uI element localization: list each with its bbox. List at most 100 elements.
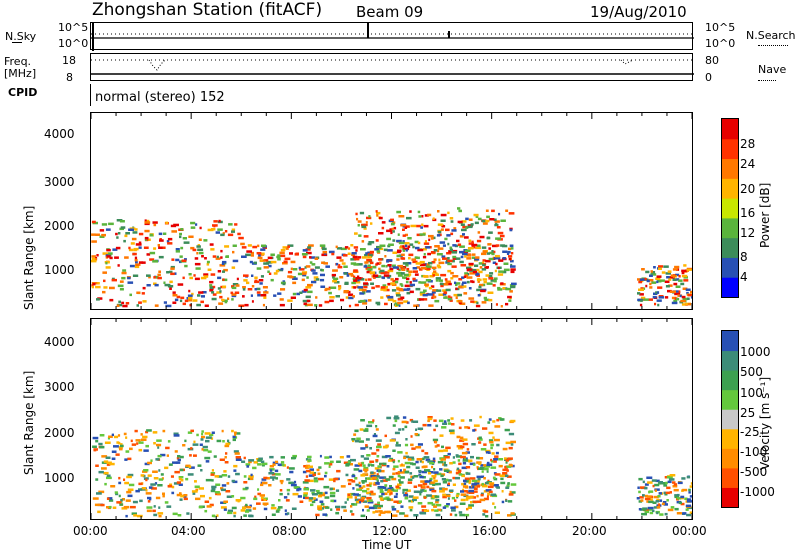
echo-cell xyxy=(438,293,445,296)
echo-cell xyxy=(384,434,387,438)
echo-cell xyxy=(690,296,696,299)
echo-cell xyxy=(394,415,399,418)
echo-cell xyxy=(355,281,361,284)
echo-cell xyxy=(402,491,405,494)
echo-cell xyxy=(499,234,505,238)
echo-cell xyxy=(253,261,257,265)
echo-cell xyxy=(378,495,383,498)
echo-cell xyxy=(486,282,493,285)
echo-cell xyxy=(125,450,130,453)
echo-cell xyxy=(377,465,382,468)
echo-cell xyxy=(498,212,501,216)
echo-cell xyxy=(290,483,297,487)
echo-cell xyxy=(412,496,419,499)
echo-cell xyxy=(398,268,401,272)
echo-cell xyxy=(449,431,455,435)
echo-cell xyxy=(440,213,447,217)
echo-cell xyxy=(138,482,143,486)
echo-cell xyxy=(403,273,409,277)
echo-cell xyxy=(417,490,423,494)
echo-cell xyxy=(128,228,134,231)
echo-cell xyxy=(166,271,170,274)
echo-cell xyxy=(456,467,460,471)
echo-cell xyxy=(392,266,399,269)
echo-cell xyxy=(137,514,143,518)
echo-cell xyxy=(419,263,426,267)
echo-cell xyxy=(347,461,352,464)
echo-cell xyxy=(230,291,234,295)
echo-cell xyxy=(347,247,351,250)
echo-cell xyxy=(279,479,284,483)
echo-cell xyxy=(638,490,641,494)
power-cbar-tick-24: 24 xyxy=(740,157,756,171)
echo-cell xyxy=(308,497,314,500)
echo-cell xyxy=(392,251,398,254)
echo-cell xyxy=(156,443,162,447)
echo-cell xyxy=(357,220,362,223)
echo-cell xyxy=(503,474,509,478)
echo-cell xyxy=(250,251,254,255)
echo-cell xyxy=(638,288,644,291)
echo-cell xyxy=(419,291,426,294)
echo-cell xyxy=(451,423,455,426)
echo-cell xyxy=(227,233,234,237)
echo-cell xyxy=(498,256,501,260)
echo-cell xyxy=(462,281,467,284)
echo-cell xyxy=(674,495,679,499)
echo-cell xyxy=(365,290,371,293)
velocity-colorbar xyxy=(721,330,739,508)
echo-cell xyxy=(436,289,442,292)
echo-cell xyxy=(95,285,101,289)
echo-cell xyxy=(147,500,151,503)
echo-cell xyxy=(356,500,360,504)
echo-cell xyxy=(675,278,680,281)
echo-cell xyxy=(204,500,210,503)
echo-cell xyxy=(224,444,230,448)
echo-cell xyxy=(361,461,365,465)
echo-cell xyxy=(412,277,416,281)
echo-cell xyxy=(435,513,441,517)
echo-cell xyxy=(468,297,475,300)
echo-cell xyxy=(498,458,504,461)
echo-cell xyxy=(374,467,380,470)
echo-cell xyxy=(92,436,99,440)
echo-cell xyxy=(234,431,237,434)
echo-cell xyxy=(339,276,344,279)
echo-cell xyxy=(407,458,412,461)
echo-cell xyxy=(258,457,263,460)
echo-cell xyxy=(343,272,348,275)
echo-cell xyxy=(96,298,100,301)
echo-cell xyxy=(233,511,237,515)
echo-cell xyxy=(665,491,670,495)
xtick-0000-end: 00:00 xyxy=(672,524,707,538)
echo-cell xyxy=(417,210,421,214)
echo-cell xyxy=(351,474,356,478)
echo-cell xyxy=(257,463,262,466)
echo-cell xyxy=(305,466,310,469)
echo-cell xyxy=(219,295,223,299)
echo-cell xyxy=(488,418,492,421)
echo-cell xyxy=(680,282,685,286)
echo-cell xyxy=(223,508,227,511)
echo-cell xyxy=(506,252,510,255)
echo-cell xyxy=(450,506,456,509)
echo-cell xyxy=(402,488,408,492)
echo-cell xyxy=(233,469,237,472)
echo-cell xyxy=(487,493,490,496)
echo-cell xyxy=(415,466,420,469)
echo-cell xyxy=(375,285,380,288)
echo-cell xyxy=(240,242,245,246)
echo-cell xyxy=(486,495,489,498)
echo-cell xyxy=(357,462,361,465)
echo-cell xyxy=(198,487,204,490)
echo-cell xyxy=(263,262,270,265)
echo-cell xyxy=(459,513,465,517)
echo-cell xyxy=(677,481,683,485)
echo-cell xyxy=(410,283,415,287)
echo-cell xyxy=(466,268,473,271)
echo-cell xyxy=(459,436,464,440)
echo-cell xyxy=(91,285,94,289)
echo-cell xyxy=(687,498,692,501)
echo-cell xyxy=(282,282,286,286)
echo-cell xyxy=(353,286,357,289)
